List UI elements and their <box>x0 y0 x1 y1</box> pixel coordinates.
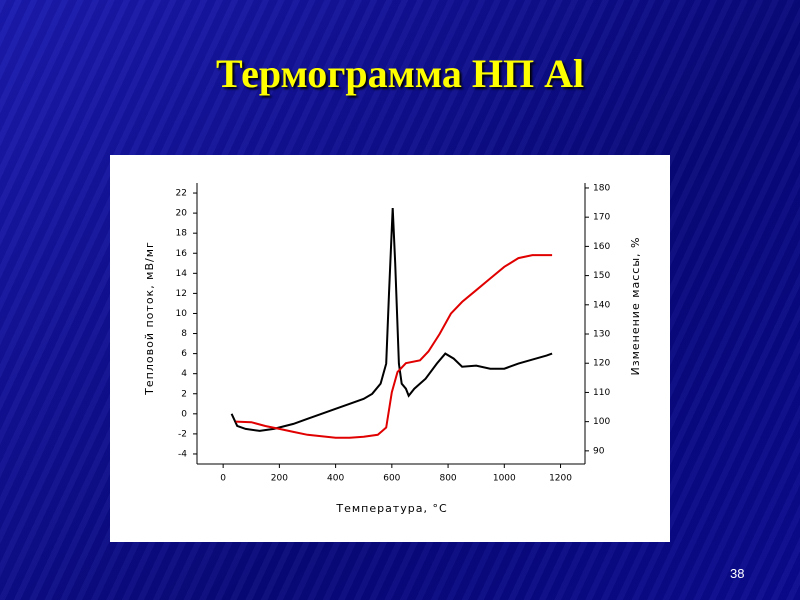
series-line <box>235 254 553 439</box>
x-tick-label: 1200 <box>549 474 572 484</box>
y2-tick-label: 130 <box>593 330 610 340</box>
x-tick-label: 600 <box>383 474 400 484</box>
y-tick-label: 8 <box>181 329 187 339</box>
y2-tick-label: 110 <box>593 388 610 398</box>
y-tick-label: 18 <box>176 229 188 239</box>
y-tick-label: 6 <box>181 349 187 359</box>
y2-axis-label: Изменение массы, % <box>629 237 642 376</box>
y-tick-label: 14 <box>176 269 188 279</box>
slide-title: Термограмма НП Al <box>215 51 585 96</box>
y-tick-label: 20 <box>176 209 188 219</box>
series-line <box>230 208 553 432</box>
y2-tick-label: 100 <box>593 417 610 427</box>
chart-panel <box>110 155 670 542</box>
y2-tick-label: 180 <box>593 183 610 193</box>
y2-tick-label: 150 <box>593 271 610 281</box>
y-tick-label: -4 <box>178 449 187 459</box>
y-tick-label: 12 <box>176 289 187 299</box>
y-tick-label: 0 <box>181 409 187 419</box>
x-tick-label: 800 <box>439 474 456 484</box>
y-tick-label: 2 <box>181 389 187 399</box>
y2-tick-label: 90 <box>593 446 605 456</box>
x-tick-label: 400 <box>327 474 344 484</box>
y-axis-label: Тепловой поток, мВ/мг <box>143 241 156 396</box>
x-axis-label: Температура, °C <box>335 502 447 515</box>
y-tick-label: 4 <box>181 369 187 379</box>
y-tick-label: -2 <box>178 429 187 439</box>
y2-tick-label: 120 <box>593 359 610 369</box>
page-number: 38 <box>730 566 745 581</box>
y-tick-label: 16 <box>176 249 188 259</box>
y2-tick-label: 170 <box>593 213 610 223</box>
x-tick-label: 200 <box>271 474 288 484</box>
y2-tick-label: 160 <box>593 242 610 252</box>
x-tick-label: 1000 <box>493 474 516 484</box>
y-tick-label: 22 <box>176 189 187 199</box>
y2-tick-label: 140 <box>593 300 610 310</box>
y-tick-label: 10 <box>176 309 188 319</box>
x-tick-label: 0 <box>220 474 226 484</box>
